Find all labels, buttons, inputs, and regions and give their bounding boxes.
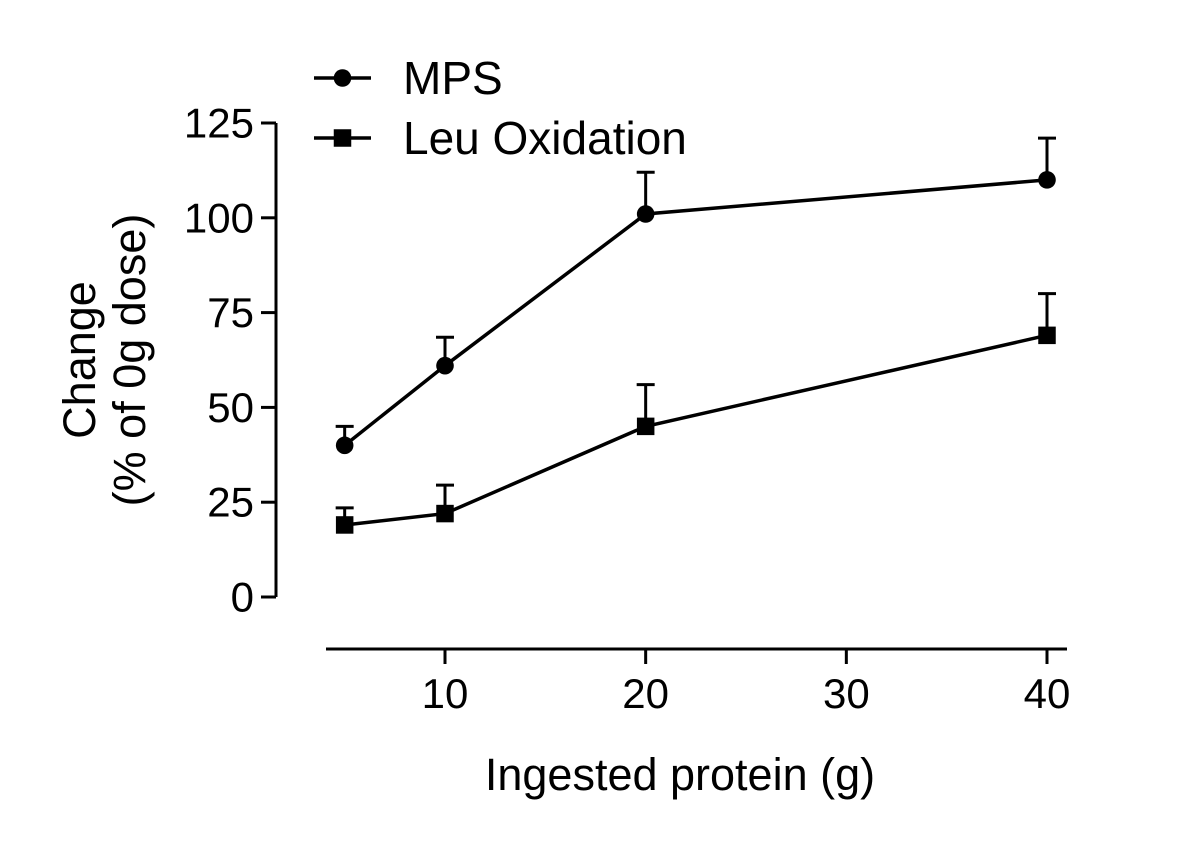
- data-point-circle: [335, 436, 354, 455]
- series-mps: [335, 136, 1057, 455]
- x-axis-tick-label: 40: [1024, 670, 1071, 717]
- y-axis-tick-label: 50: [207, 384, 254, 431]
- circle-marker-icon: [314, 68, 371, 88]
- x-axis-tick-label: 20: [622, 670, 669, 717]
- legend-item-mps: MPS: [314, 48, 687, 108]
- y-axis-tick-label: 125: [184, 100, 254, 147]
- data-point-square: [335, 516, 354, 534]
- series-line-mps: [343, 178, 1048, 447]
- data-point-square: [436, 504, 454, 523]
- series-line-leu-oxidation: [344, 333, 1048, 527]
- y-axis-title-line1: Change: [54, 281, 105, 439]
- x-axis: 10 20 30 40: [326, 647, 1071, 717]
- legend-label-leu-oxidation: Leu Oxidation: [403, 112, 687, 164]
- x-axis-tick-label: 10: [422, 670, 469, 717]
- data-point-square: [1038, 326, 1056, 345]
- square-glyph: [314, 129, 371, 147]
- data-point-circle: [636, 205, 655, 223]
- data-point-circle: [1038, 171, 1056, 189]
- y-axis-tick-label: 25: [207, 479, 254, 526]
- y-axis-tick-label: 75: [207, 289, 254, 336]
- data-point-circle: [436, 356, 454, 375]
- circle-glyph: [314, 69, 371, 87]
- series-leu-oxidation: [335, 292, 1057, 534]
- y-axis-title-line2: (% of 0g dose): [104, 213, 155, 507]
- legend: MPS Leu Oxidation: [314, 48, 687, 168]
- legend-item-leu-oxidation: Leu Oxidation: [314, 108, 687, 168]
- y-axis-title: Change (% of 0g dose): [54, 0, 155, 720]
- x-axis-title: Ingested protein (g): [484, 749, 876, 800]
- legend-label-mps: MPS: [403, 52, 503, 104]
- x-axis-tick-label: 30: [823, 670, 870, 717]
- square-marker-icon: [314, 128, 371, 148]
- y-axis: 0 25 50 75 100 125: [184, 100, 278, 621]
- y-axis-tick-label: 100: [184, 194, 254, 241]
- y-axis-tick-label: 0: [231, 574, 254, 621]
- data-point-square: [636, 417, 655, 436]
